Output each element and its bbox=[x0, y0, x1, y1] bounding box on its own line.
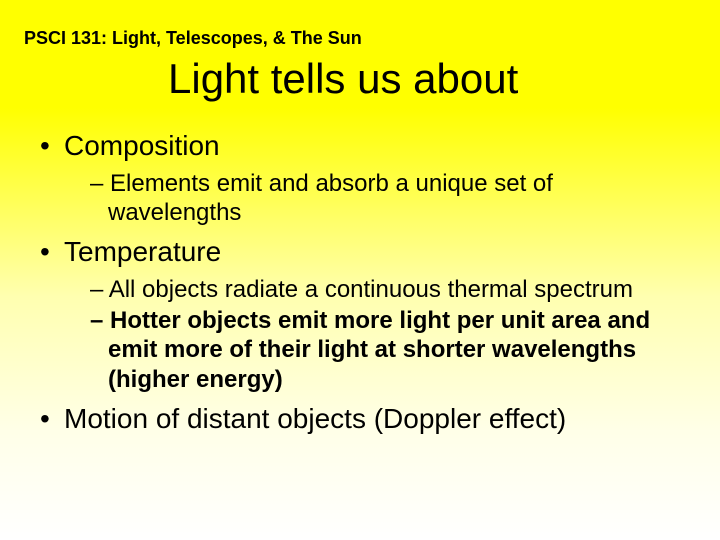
subbullet-composition-1: Elements emit and absorb a unique set of… bbox=[36, 169, 684, 228]
slide-content: Composition Elements emit and absorb a u… bbox=[0, 129, 720, 435]
subbullet-temperature-2: Hotter objects emit more light per unit … bbox=[36, 306, 684, 394]
slide-title: Light tells us about bbox=[0, 49, 720, 121]
course-header: PSCI 131: Light, Telescopes, & The Sun bbox=[0, 0, 720, 49]
bullet-motion: Motion of distant objects (Doppler effec… bbox=[36, 402, 684, 436]
bullet-composition: Composition bbox=[36, 129, 684, 163]
subbullet-temperature-1: All objects radiate a continuous thermal… bbox=[36, 275, 684, 304]
slide: PSCI 131: Light, Telescopes, & The Sun L… bbox=[0, 0, 720, 540]
bullet-temperature: Temperature bbox=[36, 235, 684, 269]
